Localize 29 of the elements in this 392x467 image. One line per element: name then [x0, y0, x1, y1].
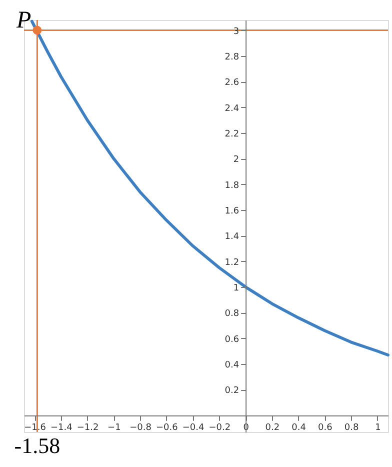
y-tick-label: 1.4 — [224, 232, 240, 242]
x-tick-label: 1 — [375, 422, 381, 433]
x-tick-label: −0.8 — [130, 422, 152, 433]
y-tick-label: 2.6 — [224, 78, 240, 88]
x-tick-label: −1.4 — [50, 422, 73, 433]
y-tick-label: 2 — [233, 155, 240, 166]
x-tick-label: −0.2 — [208, 422, 231, 433]
ref-line-label: -1.58 — [14, 433, 60, 458]
y-tick-label: 1.8 — [224, 180, 240, 191]
line-series — [30, 20, 390, 356]
x-tick-label: 0.6 — [318, 422, 333, 433]
x-tick-label: 0.8 — [344, 422, 359, 433]
y-tick-label: 1.6 — [224, 206, 240, 216]
y-tick-label: 2.4 — [224, 104, 240, 114]
annotation: P — [16, 7, 32, 34]
x-tick-label: 0.4 — [292, 422, 306, 433]
y-tick-label: 1 — [233, 283, 240, 294]
x-tick-label: −0.4 — [182, 422, 205, 433]
x-tick-label: 0.2 — [265, 422, 280, 433]
y-tick-label: 0.6 — [224, 334, 240, 345]
y-tick-label: 0.4 — [224, 360, 240, 370]
y-tick-label: 0.8 — [224, 309, 240, 320]
x-tick-label: −1.2 — [76, 422, 99, 433]
y-tick-label: 0.2 — [224, 386, 240, 396]
y-tick-label: 2.8 — [224, 52, 240, 62]
x-tick-label: −0.6 — [156, 422, 178, 433]
y-tick-label: 2.2 — [224, 129, 240, 140]
y-tick-label: 1.2 — [224, 258, 240, 268]
x-tick-label: −1 — [108, 422, 121, 433]
